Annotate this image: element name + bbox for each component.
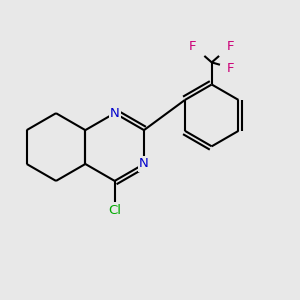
Text: F: F	[189, 40, 196, 53]
Text: Cl: Cl	[108, 204, 121, 217]
Text: N: N	[110, 107, 119, 120]
Text: F: F	[227, 40, 235, 53]
Text: F: F	[227, 62, 235, 75]
Text: N: N	[139, 158, 149, 170]
